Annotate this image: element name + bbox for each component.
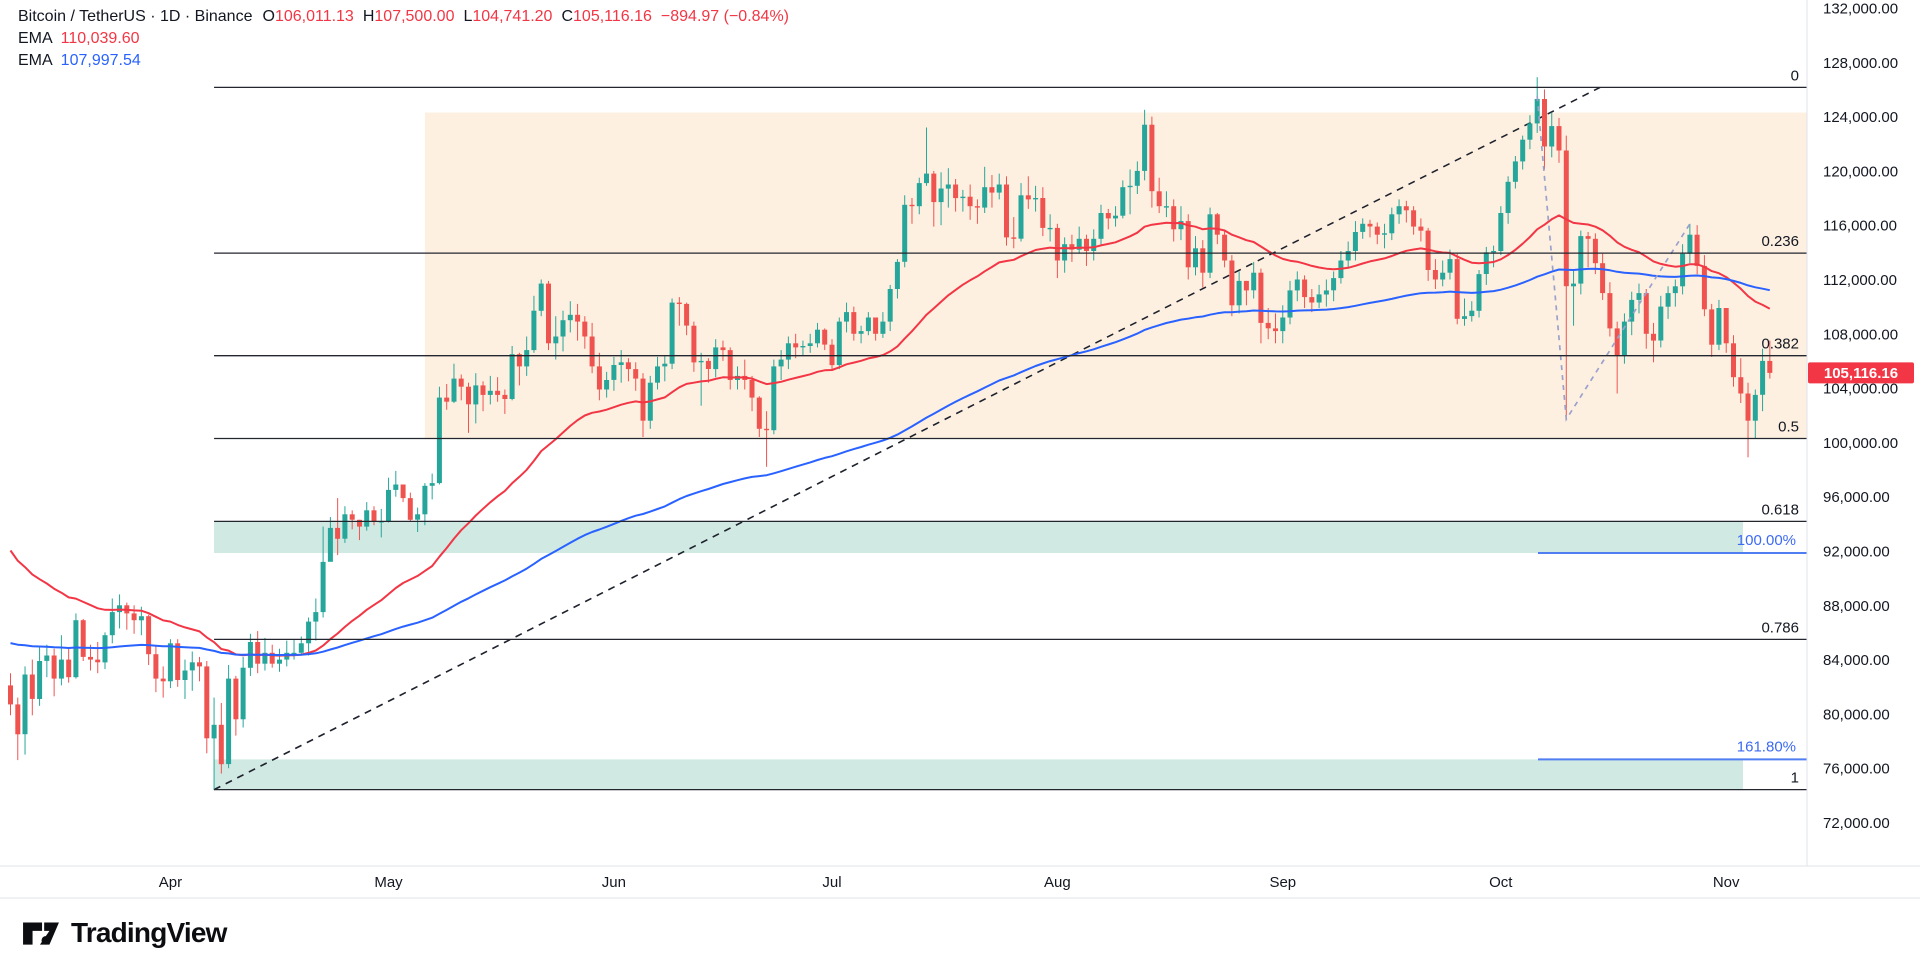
fib-level-label-0.618: 0.618 xyxy=(1761,501,1799,518)
price-tick-88: 88,000.00 xyxy=(1823,598,1890,615)
tradingview-logo[interactable]: TradingView xyxy=(22,914,227,952)
month-label-Apr: Apr xyxy=(159,874,182,891)
price-tick-116: 116,000.00 xyxy=(1823,218,1897,235)
symbol-title: Bitcoin / TetherUS · 1D · Binance xyxy=(18,8,253,25)
price-tick-124: 124,000.00 xyxy=(1823,109,1898,126)
tradingview-logo-text: TradingView xyxy=(71,917,227,948)
fib-level-label-0.5: 0.5 xyxy=(1778,419,1799,436)
price-tick-112: 112,000.00 xyxy=(1823,272,1897,289)
tradingview-logo-icon xyxy=(23,922,59,945)
month-label-May: May xyxy=(374,874,403,891)
target-zone-teal-1 xyxy=(214,759,1743,790)
time-axis[interactable] xyxy=(0,866,1920,898)
month-label-Sep: Sep xyxy=(1269,874,1296,891)
indicator-row-ema-blue[interactable]: EMA 107,997.54 xyxy=(18,50,789,72)
price-tick-96: 96,000.00 xyxy=(1823,489,1890,506)
month-label-Aug: Aug xyxy=(1044,874,1071,891)
price-tick-104: 104,000.00 xyxy=(1823,381,1898,398)
extension-level-label-0: 100.00% xyxy=(1737,532,1796,549)
ema-blue-value: 107,997.54 xyxy=(60,52,141,69)
price-tick-76: 76,000.00 xyxy=(1823,761,1890,778)
ohlc-open: O106,011.13 xyxy=(262,8,354,25)
last-price-tag xyxy=(1808,362,1914,384)
fib-level-label-0.786: 0.786 xyxy=(1761,619,1799,636)
ohlc-low: L104,741.20 xyxy=(463,8,553,25)
extension-level-label-1: 161.80% xyxy=(1737,738,1796,755)
month-label-Jun: Jun xyxy=(602,874,626,891)
indicator-row-ema-red[interactable]: EMA 110,039.60 xyxy=(18,28,789,50)
fib-level-label-1: 1 xyxy=(1791,770,1799,787)
last-price-tag-label: 105,116.16 xyxy=(1824,365,1898,382)
candlestick-chart: 0 0.236 0.382 0.5 0.618 0.786 1 100.00% 161.80% 1… xyxy=(0,0,1920,899)
price-tick-84: 84,000.00 xyxy=(1823,652,1890,669)
fib-level-label-0: 0 xyxy=(1791,67,1799,84)
price-tick-92: 92,000.00 xyxy=(1823,544,1890,561)
price-tick-108: 108,000.00 xyxy=(1823,326,1898,343)
chart-legend: Bitcoin / TetherUS · 1D · Binance O106,0… xyxy=(18,6,789,72)
target-zone-teal-0 xyxy=(214,521,1743,554)
price-tick-132: 132,000.00 xyxy=(1823,1,1898,18)
price-tick-128: 128,000.00 xyxy=(1823,55,1898,72)
fib-level-label-0.236: 0.236 xyxy=(1761,233,1799,250)
symbol-row[interactable]: Bitcoin / TetherUS · 1D · Binance O106,0… xyxy=(18,6,789,28)
price-tick-100: 100,000.00 xyxy=(1823,435,1898,452)
chart-pane[interactable]: 0 0.236 0.382 0.5 0.618 0.786 1 100.00% 161.80% 1… xyxy=(0,0,1920,900)
fib-level-label-0.382: 0.382 xyxy=(1761,336,1799,353)
extension-anchor-dashed xyxy=(1536,96,1691,422)
ohlc-close: C105,116.16 xyxy=(561,8,652,25)
change-value: −894.97 (−0.84%) xyxy=(660,8,789,25)
price-axis[interactable] xyxy=(1807,0,1920,866)
price-tick-120: 120,000.00 xyxy=(1823,163,1898,180)
ohlc-high: H107,500.00 xyxy=(362,8,455,25)
ema-red-value: 110,039.60 xyxy=(60,30,140,47)
price-tick-80: 80,000.00 xyxy=(1823,706,1890,723)
month-label-Nov: Nov xyxy=(1713,874,1740,891)
month-label-Oct: Oct xyxy=(1489,874,1513,891)
price-tick-72: 72,000.00 xyxy=(1823,815,1890,832)
ema-line-1 xyxy=(10,267,1771,656)
highlight-zone-orange xyxy=(424,112,1807,439)
month-label-Jul: Jul xyxy=(822,874,841,891)
